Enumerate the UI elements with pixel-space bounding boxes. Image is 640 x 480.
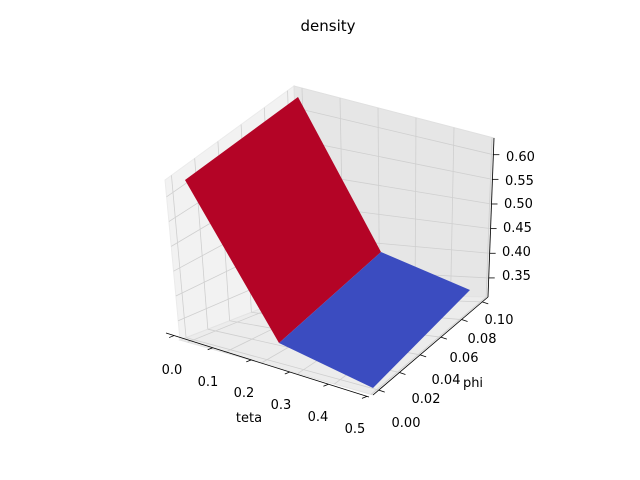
x-gridline-back xyxy=(414,117,417,296)
z-tick-labels: 0.35 0.40 0.45 0.50 0.55 0.60 xyxy=(502,150,535,284)
y-axis-label: phi xyxy=(463,376,483,391)
y-tick-label: 0.10 xyxy=(485,313,514,328)
x-gridline-back xyxy=(450,127,455,297)
y-tick-mark xyxy=(461,319,468,322)
x-tick-label: 0.5 xyxy=(345,422,366,437)
y-tick-mark xyxy=(378,389,385,393)
x-tick-mark xyxy=(168,335,175,338)
x-tick-mark xyxy=(323,383,329,387)
x-tick-mark xyxy=(207,347,213,351)
z-gridline xyxy=(294,107,494,156)
z-axis-line xyxy=(487,137,495,298)
y-tick-label: 0.00 xyxy=(392,416,421,431)
y-axis-line xyxy=(372,296,489,396)
y-tick-mark xyxy=(482,301,489,305)
x-gridline xyxy=(370,296,487,395)
chart-title: density xyxy=(301,17,356,35)
x-tick-label: 0.3 xyxy=(271,398,292,413)
y-tick-label: 0.02 xyxy=(412,392,441,407)
z-tick-label: 0.35 xyxy=(502,269,531,284)
y-tick-mark xyxy=(399,372,406,375)
y-tick-label: 0.08 xyxy=(468,332,497,347)
z-tick-label: 0.55 xyxy=(505,174,534,189)
x-tick-mark xyxy=(246,359,252,363)
y-gridline-left xyxy=(171,175,187,338)
y-tick-labels: 0.00 0.02 0.04 0.06 0.08 0.10 xyxy=(392,313,514,431)
x-axis-line xyxy=(165,332,370,398)
x-tick-label: 0.0 xyxy=(162,363,183,378)
x-tick-label: 0.2 xyxy=(234,386,255,401)
z-tick-label: 0.40 xyxy=(502,245,531,260)
y-tick-label: 0.04 xyxy=(432,373,461,388)
x-tick-mark xyxy=(361,395,368,399)
y-gridline xyxy=(185,337,379,391)
x-axis-label: teta xyxy=(236,411,262,426)
x-tick-mark xyxy=(284,371,290,375)
surface-patch-low-density xyxy=(279,252,470,388)
y-tick-mark xyxy=(420,354,427,358)
x-tick-label: 0.4 xyxy=(308,410,329,425)
z-gridline xyxy=(295,139,493,180)
surface xyxy=(185,97,470,388)
x-tick-labels: 0.0 0.1 0.2 0.3 0.4 0.5 xyxy=(162,363,366,437)
z-tick-label: 0.45 xyxy=(503,221,532,236)
tick-marks xyxy=(168,154,500,399)
x-gridline-back xyxy=(485,137,493,297)
axis-lines xyxy=(165,137,495,398)
y-tick-mark xyxy=(440,336,447,340)
z-tick-label: 0.50 xyxy=(504,197,533,212)
y-tick-label: 0.06 xyxy=(450,351,479,366)
surface-patch-high-density xyxy=(185,97,381,343)
z-tick-label: 0.60 xyxy=(506,150,535,165)
x-tick-label: 0.1 xyxy=(198,375,219,390)
